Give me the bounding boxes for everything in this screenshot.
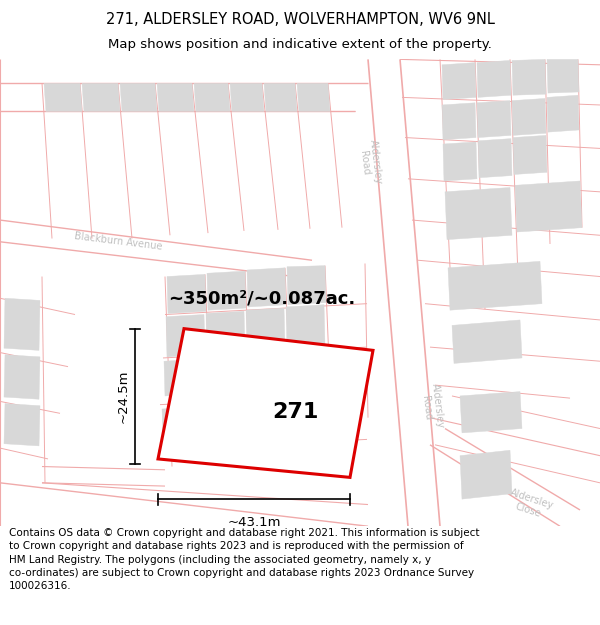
Polygon shape [512, 59, 546, 95]
Polygon shape [230, 83, 264, 111]
Polygon shape [477, 61, 511, 98]
Polygon shape [477, 101, 511, 138]
Polygon shape [164, 359, 203, 396]
Polygon shape [244, 352, 283, 389]
Polygon shape [166, 314, 205, 357]
Text: ~24.5m: ~24.5m [116, 370, 130, 423]
Polygon shape [4, 355, 40, 399]
Polygon shape [207, 271, 246, 310]
Text: Map shows position and indicative extent of the property.: Map shows position and indicative extent… [108, 38, 492, 51]
Polygon shape [247, 268, 286, 307]
Polygon shape [460, 450, 512, 499]
Polygon shape [547, 95, 579, 132]
Polygon shape [445, 188, 512, 239]
Polygon shape [264, 83, 297, 111]
Polygon shape [448, 261, 542, 310]
Polygon shape [162, 407, 201, 441]
Polygon shape [442, 62, 476, 99]
Polygon shape [460, 392, 522, 433]
Polygon shape [287, 266, 326, 305]
Polygon shape [4, 298, 40, 351]
Polygon shape [206, 311, 245, 354]
Polygon shape [286, 305, 325, 347]
Text: Contains OS data © Crown copyright and database right 2021. This information is : Contains OS data © Crown copyright and d… [9, 528, 479, 591]
Polygon shape [478, 139, 512, 178]
Polygon shape [246, 308, 285, 351]
Polygon shape [44, 83, 82, 111]
Polygon shape [157, 83, 194, 111]
Text: Blackburn Avenue: Blackburn Avenue [73, 231, 163, 252]
Polygon shape [452, 320, 522, 363]
Polygon shape [513, 136, 547, 174]
Polygon shape [515, 181, 582, 232]
Polygon shape [284, 349, 323, 386]
Text: Aldersley
Road: Aldersley Road [419, 383, 445, 431]
Polygon shape [204, 356, 243, 392]
Polygon shape [297, 83, 330, 111]
Polygon shape [547, 59, 579, 93]
Polygon shape [282, 397, 321, 432]
Text: 271: 271 [272, 402, 318, 422]
Text: ~43.1m: ~43.1m [227, 516, 281, 529]
Polygon shape [167, 274, 206, 314]
Polygon shape [120, 83, 157, 111]
Text: 271, ALDERSLEY ROAD, WOLVERHAMPTON, WV6 9NL: 271, ALDERSLEY ROAD, WOLVERHAMPTON, WV6 … [106, 11, 494, 26]
Text: Aldersley
Road: Aldersley Road [356, 139, 383, 186]
Polygon shape [4, 404, 40, 446]
Text: Aldersley
Close: Aldersley Close [505, 488, 555, 522]
Polygon shape [202, 404, 241, 438]
Polygon shape [443, 142, 477, 181]
Polygon shape [442, 102, 476, 140]
Polygon shape [194, 83, 230, 111]
Polygon shape [512, 99, 546, 136]
Polygon shape [158, 329, 373, 478]
Polygon shape [242, 400, 281, 435]
Polygon shape [82, 83, 120, 111]
Text: ~350m²/~0.087ac.: ~350m²/~0.087ac. [169, 289, 356, 308]
